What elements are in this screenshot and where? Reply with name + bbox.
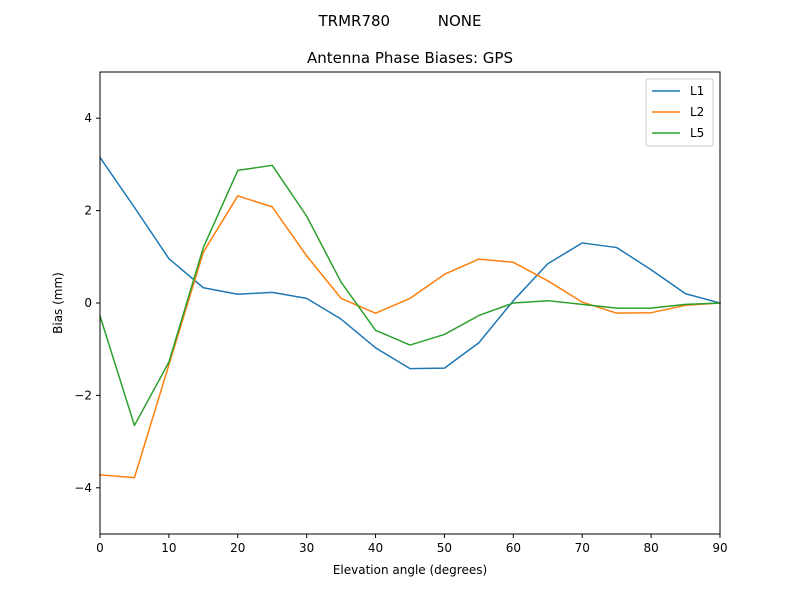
y-axis-label: Bias (mm) — [51, 272, 65, 334]
series-line-l1 — [98, 156, 721, 370]
x-tick-label: 70 — [575, 541, 590, 555]
y-tick-label: −4 — [74, 481, 92, 495]
plot-frame — [99, 71, 721, 535]
suptitle: TRMR780 NONE — [318, 12, 482, 30]
x-axis-label: Elevation angle (degrees) — [333, 563, 487, 577]
legend-label-l5: L5 — [690, 126, 704, 140]
x-tick-label: 40 — [368, 541, 383, 555]
x-tick-label: 10 — [161, 541, 176, 555]
y-tick-label: −2 — [74, 388, 92, 402]
y-tick-label: 4 — [84, 111, 92, 125]
x-tick-label: 90 — [712, 541, 727, 555]
x-tick-label: 0 — [96, 541, 104, 555]
series-line-l5 — [99, 164, 721, 427]
chart-title: Antenna Phase Biases: GPS — [307, 49, 513, 67]
legend: L1 L2 L5 — [645, 78, 714, 147]
series-line-l2 — [99, 195, 721, 479]
y-tick-label: 2 — [84, 204, 92, 218]
x-tick-label: 20 — [230, 541, 245, 555]
legend-label-l2: L2 — [690, 105, 704, 119]
ticks-layer: 0 10 20 30 40 50 60 70 80 90 −4 −2 0 2 4 — [74, 111, 727, 555]
x-tick-label: 80 — [643, 541, 658, 555]
legend-label-l1: L1 — [690, 84, 704, 98]
x-tick-label: 50 — [437, 541, 452, 555]
series-layer — [98, 156, 721, 479]
x-tick-label: 60 — [506, 541, 521, 555]
y-tick-label: 0 — [84, 296, 92, 310]
x-tick-label: 30 — [299, 541, 314, 555]
